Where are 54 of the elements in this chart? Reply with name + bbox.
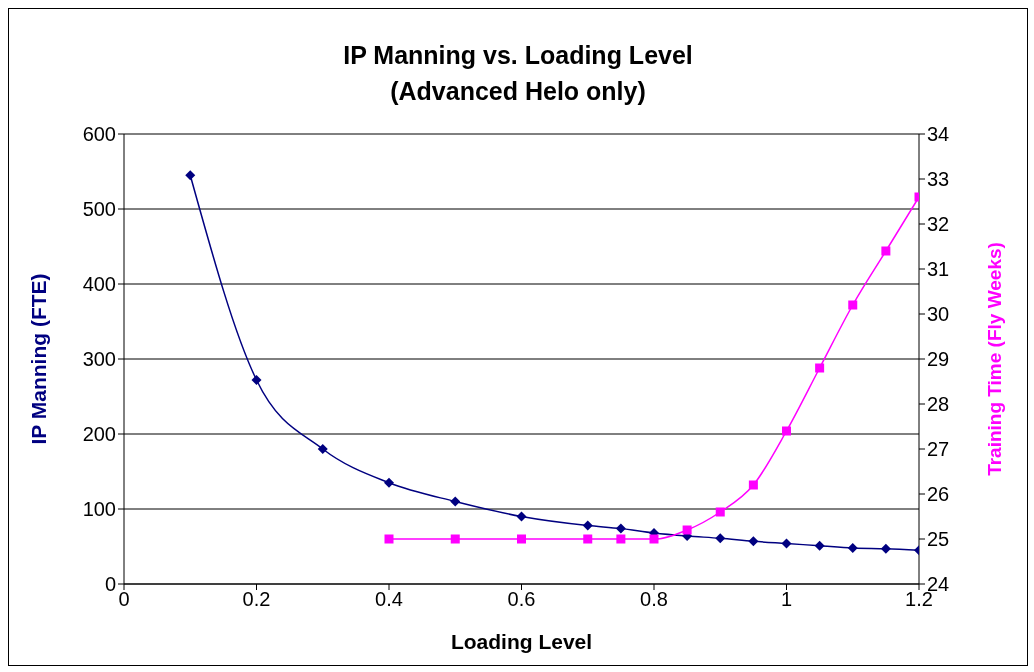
point <box>748 480 758 490</box>
x-tick-label: 0.2 <box>242 588 271 611</box>
point <box>715 533 726 544</box>
x-tick-label: 0.8 <box>640 588 668 611</box>
y-tick-label: 0 <box>104 573 116 596</box>
y2-tick-label: 32 <box>927 213 950 236</box>
y2-tick-label: 27 <box>927 438 950 461</box>
x-tick-label: 0.4 <box>375 588 403 611</box>
point <box>782 426 791 436</box>
y2-tick-label: 33 <box>927 168 950 191</box>
x-axis-title: Loading Level <box>450 630 593 653</box>
y-tick-label: 400 <box>82 273 116 296</box>
point <box>317 444 328 454</box>
y-axis-title: IP Manning (FTE) <box>27 273 51 445</box>
y2-tick-label: 30 <box>927 303 950 326</box>
point <box>815 363 825 373</box>
point <box>880 543 891 554</box>
point <box>583 534 593 544</box>
x-tick-label: 0 <box>118 588 130 611</box>
point <box>516 511 527 522</box>
x-tick-label: 1 <box>780 588 793 611</box>
point <box>649 534 659 544</box>
y-tick-label: 500 <box>82 198 116 221</box>
point <box>582 520 593 531</box>
point <box>715 507 725 517</box>
y2-tick-label: 28 <box>927 393 950 416</box>
y2-tick-label: 25 <box>927 528 950 551</box>
y2-tick-label: 31 <box>927 258 950 281</box>
y2-tick-label: 26 <box>927 483 950 506</box>
y-tick-label: 200 <box>82 423 116 446</box>
point <box>615 523 626 534</box>
point <box>450 496 461 507</box>
y-tick-label: 300 <box>82 348 116 371</box>
chart-title: IP Manning vs. Loading Level (Advanced Helo only) <box>342 40 694 107</box>
y2-tick-label: 29 <box>927 348 950 371</box>
point <box>450 534 460 544</box>
point <box>185 170 196 181</box>
point <box>748 536 759 547</box>
point <box>814 540 825 551</box>
point <box>384 477 394 488</box>
y2-tick-label: 34 <box>927 123 950 146</box>
point <box>682 525 692 535</box>
point <box>847 543 858 553</box>
point <box>251 375 262 385</box>
point <box>781 538 792 549</box>
point <box>517 534 526 544</box>
point <box>384 534 394 544</box>
point <box>881 246 891 256</box>
y2-axis-title: Training Time (Fly Weeks) <box>983 242 1005 476</box>
point <box>848 300 858 310</box>
y-tick-label: 600 <box>82 123 116 146</box>
y-tick-label: 100 <box>82 498 116 521</box>
point <box>616 534 626 544</box>
x-tick-label: 0.6 <box>507 588 536 611</box>
